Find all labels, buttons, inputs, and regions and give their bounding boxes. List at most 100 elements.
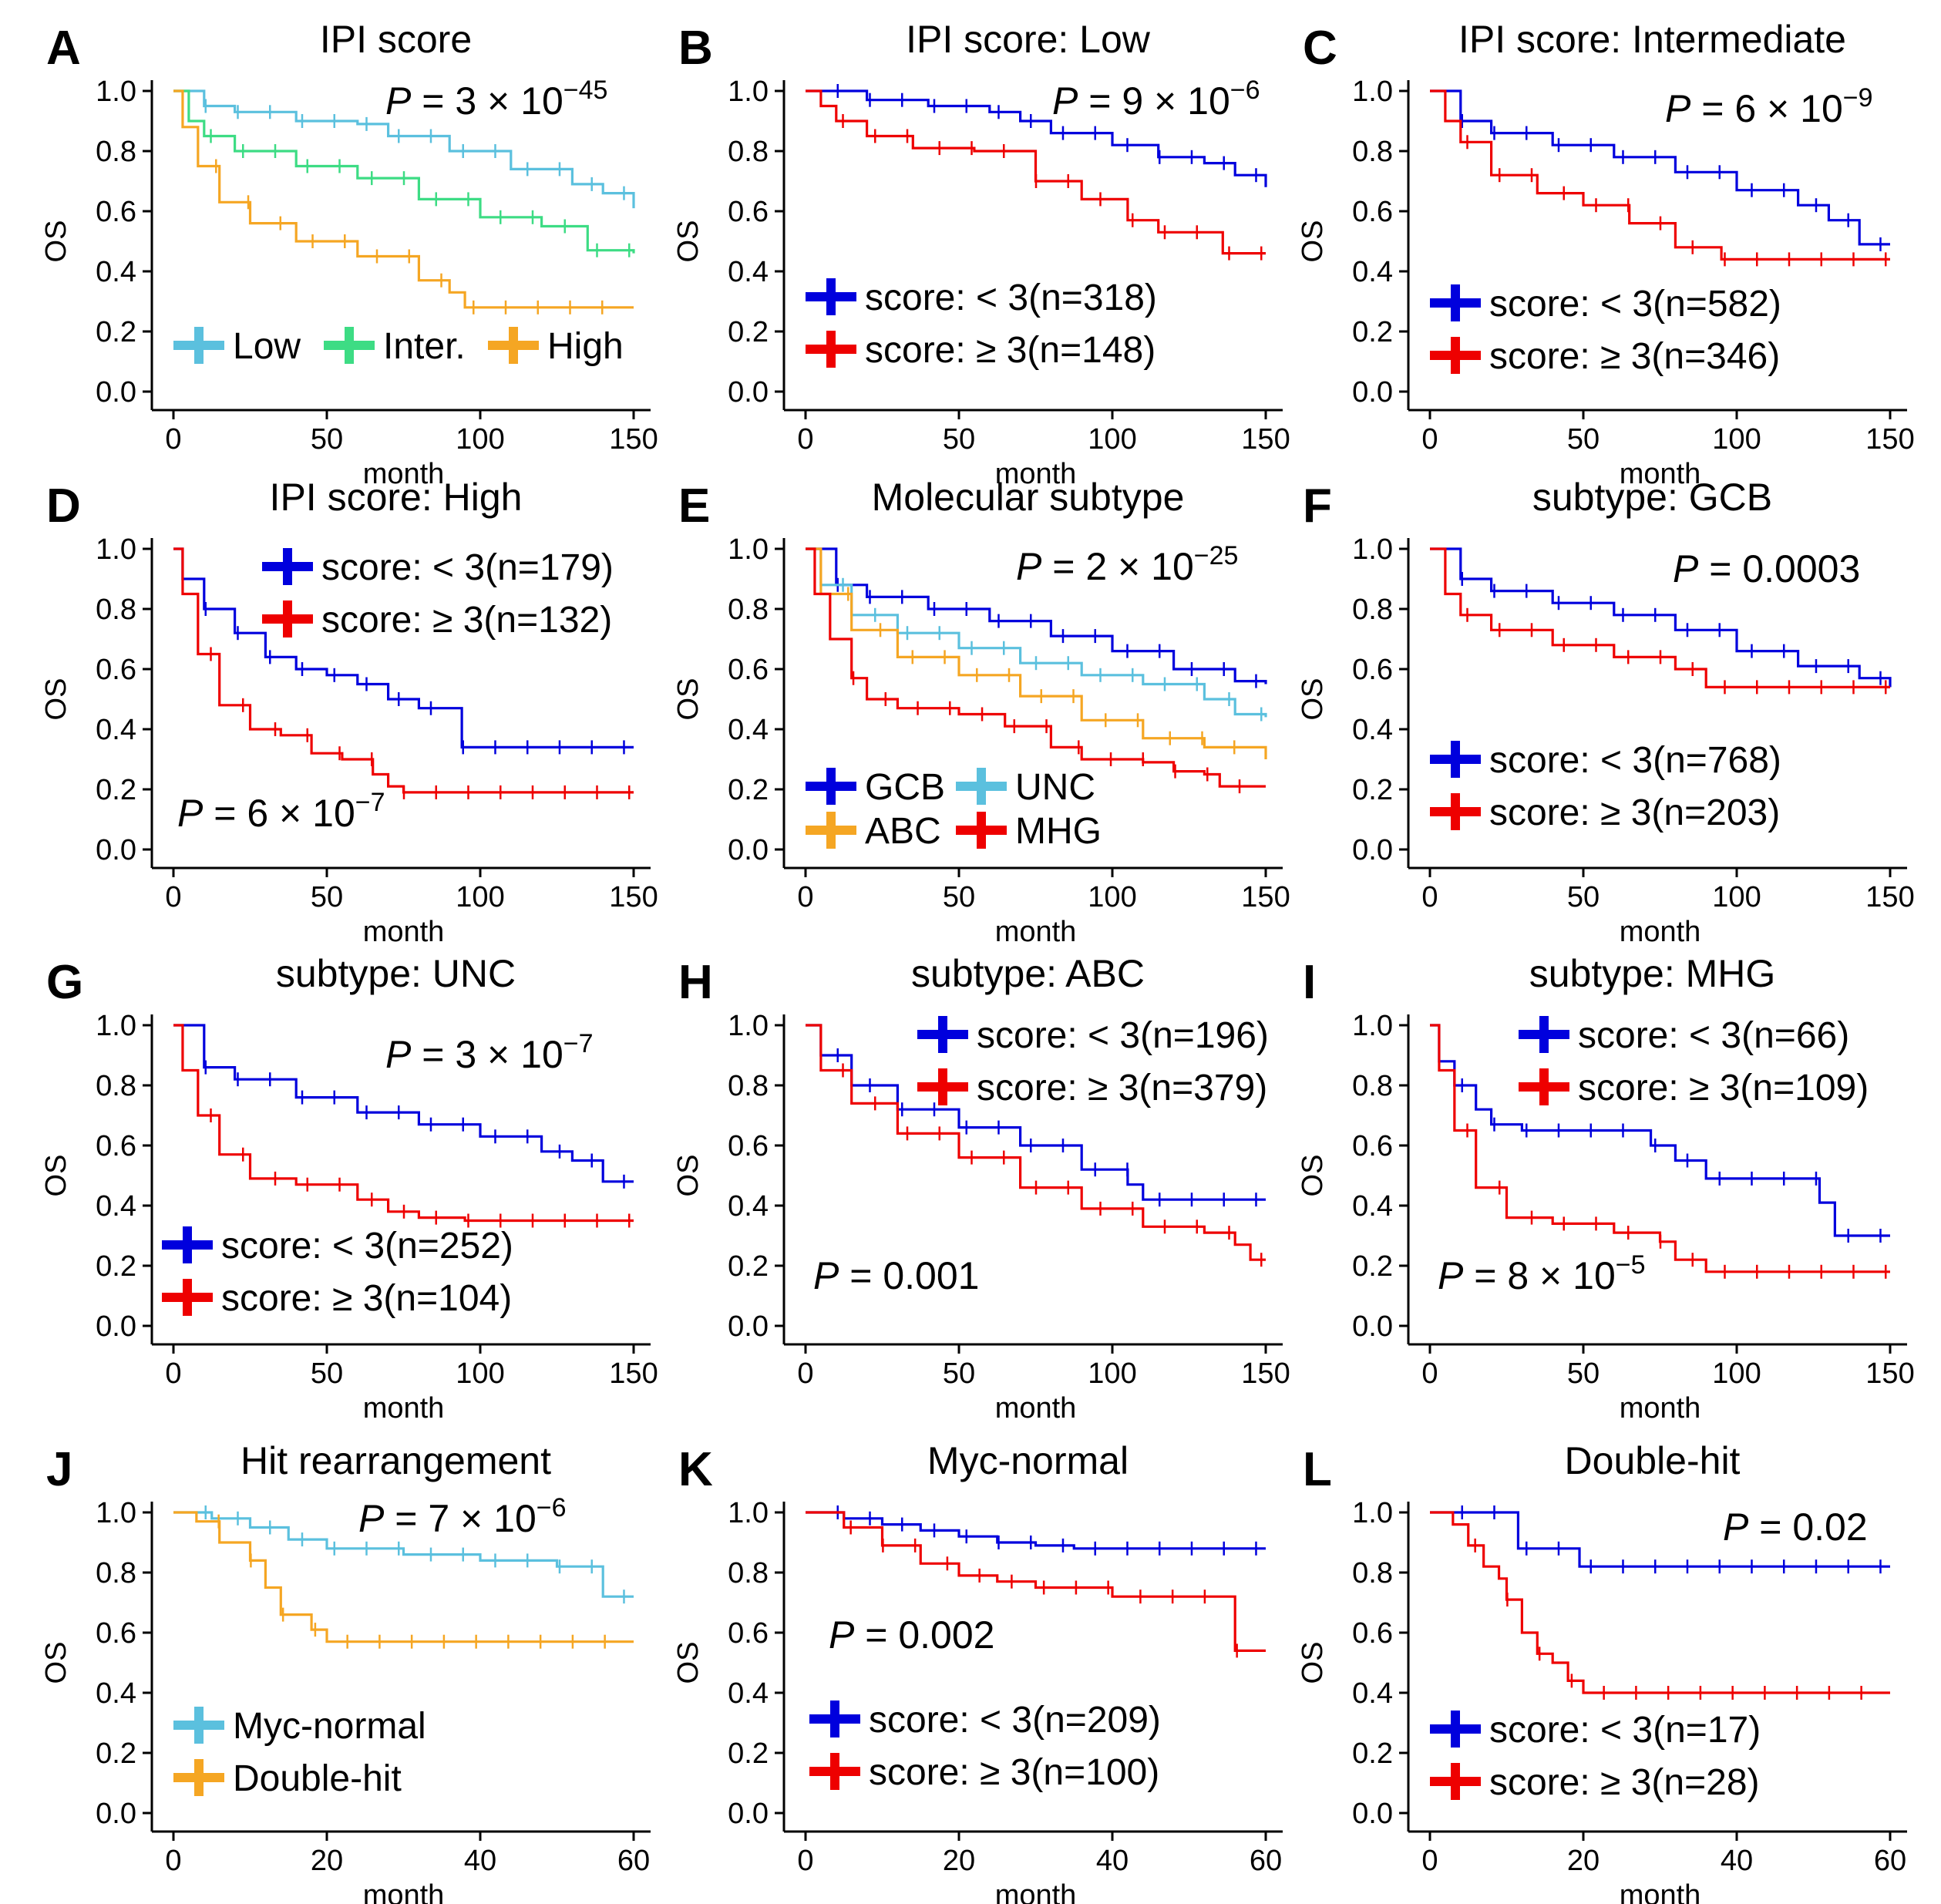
y-tick-label: 0.0: [96, 376, 136, 409]
survival-curve-2: [173, 1024, 634, 1223]
legend-label: score: < 3(n=17): [1489, 1710, 1761, 1751]
p-value-prefix: P: [177, 792, 204, 835]
y-tick-label: 0.4: [1352, 1190, 1393, 1223]
x-axis-label: month: [995, 916, 1077, 948]
x-tick-label: 50: [311, 881, 343, 913]
x-tick-label: 0: [1421, 1357, 1438, 1390]
survival-curve-2: [806, 1024, 1266, 1261]
legend-item: score: ≥ 3(n=104): [162, 1278, 512, 1319]
p-value-exponent: −7: [355, 788, 385, 817]
y-tick-label: 0.2: [728, 316, 769, 348]
y-tick-label: 0.0: [96, 1310, 136, 1343]
legend: score: < 3(n=179) score: ≥ 3(n=132): [262, 547, 614, 641]
legend-item: Double-hit: [173, 1758, 402, 1799]
p-value: P = 3 × 10−45: [385, 76, 607, 123]
y-tick-label: 1.0: [1352, 1010, 1393, 1042]
x-tick-label: 0: [1421, 1845, 1438, 1877]
y-tick-label: 0.2: [1352, 1250, 1393, 1283]
y-tick-label: 0.0: [1352, 376, 1393, 409]
legend-label: score: < 3(n=252): [221, 1226, 513, 1267]
legend-label: score: ≥ 3(n=132): [321, 600, 612, 641]
legend-item: score: ≥ 3(n=203): [1430, 792, 1780, 833]
x-tick-label: 100: [1712, 1357, 1761, 1390]
y-tick-label: 0.8: [728, 136, 769, 168]
panel-label: E: [678, 479, 710, 533]
legend-item: score: < 3(n=196): [917, 1015, 1269, 1056]
legend-item: score: < 3(n=179): [262, 547, 614, 588]
p-value-prefix: P: [358, 1497, 385, 1540]
y-tick-label: 0.4: [96, 1190, 136, 1223]
legend-item: UNC: [956, 767, 1095, 808]
x-tick-label: 0: [165, 881, 181, 913]
y-tick-label: 0.8: [96, 136, 136, 168]
y-tick-label: 0.2: [1352, 316, 1393, 348]
p-value: P = 6 × 10−7: [177, 788, 385, 835]
legend-item: High: [488, 326, 624, 367]
x-tick-label: 100: [1712, 881, 1761, 913]
legend: score: < 3(n=252) score: ≥ 3(n=104): [162, 1226, 513, 1319]
y-tick-label: 0.4: [1352, 714, 1393, 746]
y-tick-label: 0.4: [1352, 1677, 1393, 1710]
panel-K: K Myc-normal 0.0 0.2 0.4 0.6 0.8 1.0 0 20 40 60 mont…: [672, 1439, 1283, 1904]
x-tick-label: 20: [943, 1845, 975, 1877]
panel-label: L: [1303, 1443, 1332, 1496]
p-value-exponent: −6: [1230, 76, 1260, 105]
survival-curve-3: [173, 89, 634, 309]
y-tick-label: 0.6: [728, 196, 769, 228]
panel-title: Molecular subtype: [872, 476, 1185, 519]
panel-label: D: [46, 479, 81, 533]
x-tick-label: 20: [1567, 1845, 1600, 1877]
legend-label: score: ≥ 3(n=379): [977, 1068, 1267, 1108]
x-tick-label: 0: [1421, 881, 1438, 913]
y-axis-label: OS: [1297, 1642, 1329, 1684]
y-axis-label: OS: [40, 1642, 72, 1684]
legend-label: score: ≥ 3(n=28): [1489, 1762, 1760, 1803]
legend-item: score: < 3(n=209): [809, 1700, 1161, 1741]
panel-label: I: [1303, 956, 1316, 1009]
y-tick-label: 0.4: [728, 1190, 769, 1223]
y-tick-label: 1.0: [96, 76, 136, 108]
y-tick-label: 0.2: [728, 1737, 769, 1770]
y-axis-label: OS: [40, 220, 72, 263]
y-tick-label: 0.0: [728, 376, 769, 409]
legend-item: Low: [173, 326, 301, 367]
survival-curve-1: [1430, 89, 1890, 246]
panel-A: A IPI score 0.0 0.2 0.4 0.6 0.8 1.0 0 50 100 150 mon…: [40, 18, 658, 490]
p-value-text: = 0.0003: [1698, 547, 1860, 590]
survival-curve-3: [806, 547, 1267, 759]
p-value-exponent: −6: [537, 1493, 567, 1522]
x-tick-label: 0: [797, 423, 813, 456]
y-tick-label: 0.4: [728, 714, 769, 746]
survival-curve-2: [1430, 547, 1890, 688]
legend-label: score: ≥ 3(n=203): [1489, 792, 1780, 833]
y-tick-label: 0.8: [1352, 136, 1393, 168]
y-tick-label: 0.6: [96, 654, 136, 686]
panel-label: B: [678, 22, 713, 75]
p-value-text: = 2 × 10: [1041, 545, 1193, 588]
legend: score: < 3(n=17) score: ≥ 3(n=28): [1430, 1710, 1761, 1803]
y-tick-label: 0.8: [1352, 1070, 1393, 1102]
legend-label: Myc-normal: [233, 1706, 426, 1747]
x-tick-label: 50: [943, 1357, 975, 1390]
x-tick-label: 150: [609, 1357, 658, 1390]
panel-B: B IPI score: Low 0.0 0.2 0.4 0.6 0.8 1.0 0 50 100 1…: [672, 18, 1290, 490]
legend-item: ABC: [806, 811, 941, 852]
y-tick-label: 0.2: [96, 1250, 136, 1283]
p-value-exponent: −9: [1843, 83, 1873, 113]
panel-D: D IPI score: High 0.0 0.2 0.4 0.6 0.8 1.0 0 50 100…: [40, 476, 658, 948]
panel-title: IPI score: Intermediate: [1458, 18, 1846, 61]
y-tick-label: 1.0: [96, 1497, 136, 1529]
legend-label: Double-hit: [233, 1758, 402, 1799]
x-axis-label: month: [995, 1879, 1077, 1904]
y-tick-label: 1.0: [728, 76, 769, 108]
x-tick-label: 150: [1865, 1357, 1914, 1390]
legend: score: < 3(n=209) score: ≥ 3(n=100): [809, 1700, 1161, 1793]
y-tick-label: 0.6: [96, 1617, 136, 1650]
x-axis-label: month: [363, 458, 445, 490]
p-value-text: = 6 × 10: [1690, 87, 1842, 130]
legend-label: MHG: [1015, 811, 1102, 852]
p-value-exponent: −45: [563, 76, 608, 105]
legend-item: score: < 3(n=318): [806, 278, 1157, 318]
p-value-text: = 3 × 10: [411, 1033, 563, 1076]
